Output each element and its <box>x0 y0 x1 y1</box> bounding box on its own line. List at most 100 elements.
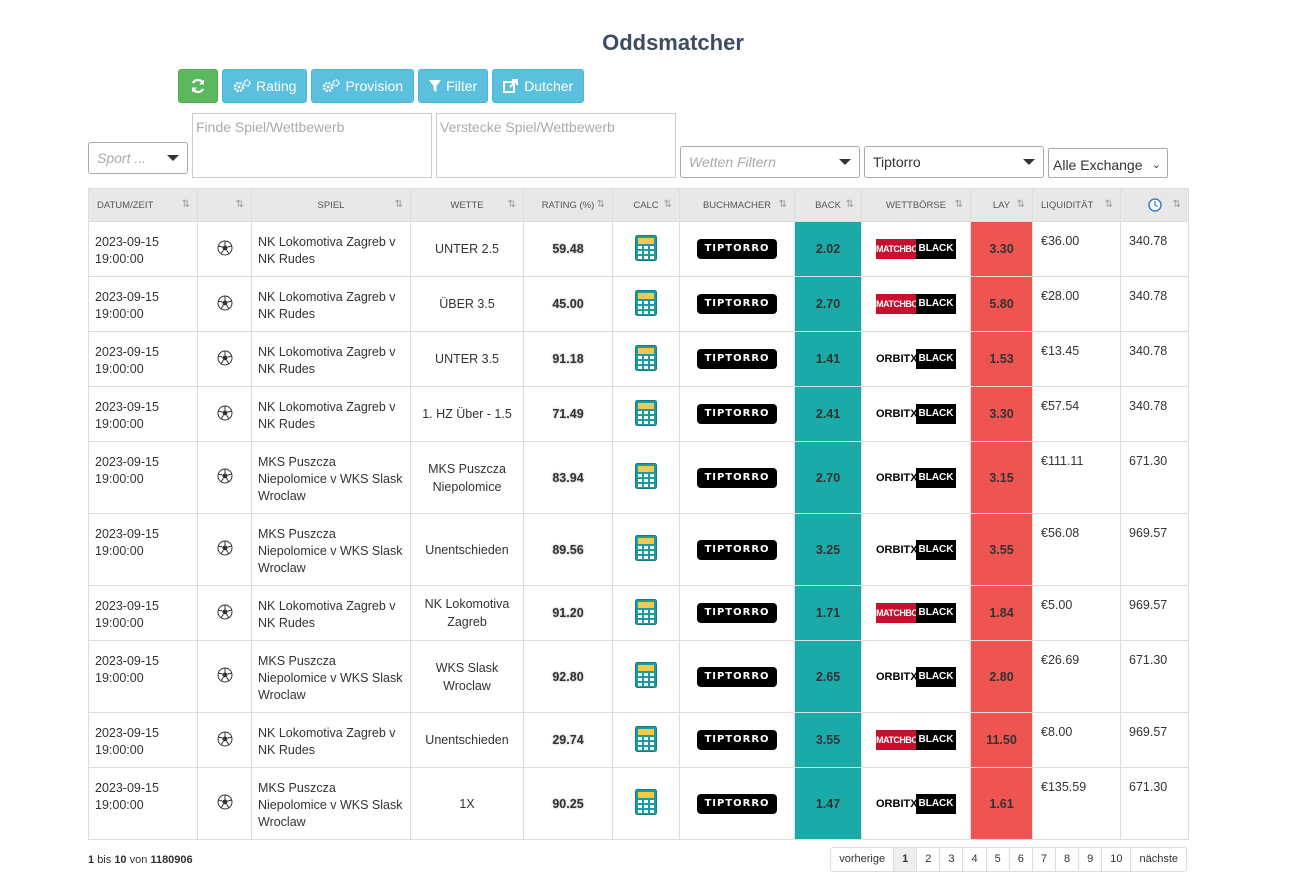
find-game-placeholder: Finde Spiel/Wettbewerb <box>196 119 345 135</box>
dutcher-button[interactable]: Dutcher <box>492 69 585 103</box>
header-game[interactable]: SPIEL ⇅ <box>251 188 411 222</box>
header-sport[interactable]: ⇅ <box>197 188 252 222</box>
header-exchange[interactable]: WETTBÖRSE ⇅ <box>861 188 971 222</box>
exchange-cell[interactable]: ORBITX BLACK <box>861 386 971 442</box>
game-cell[interactable]: NK Lokomotiva Zagreb v NK Rudes <box>251 712 411 768</box>
datetime-cell: 2023-09-15 19:00:00 <box>88 767 198 840</box>
tiptorro-logo: TIPTORRO <box>697 294 777 314</box>
page-button[interactable]: 8 <box>1054 847 1080 872</box>
page-button[interactable]: 3 <box>939 847 964 872</box>
sport-select[interactable]: Sport ... <box>88 142 188 174</box>
sport-cell <box>197 276 252 332</box>
bookmaker-cell[interactable]: TIPTORRO <box>679 331 795 387</box>
filter-button[interactable]: Filter <box>418 69 489 103</box>
calculator-icon[interactable] <box>635 463 657 489</box>
bets-filter-placeholder: Wetten Filtern <box>689 154 776 170</box>
calculator-icon[interactable] <box>635 344 657 371</box>
rating-cell: 92.80 <box>523 640 613 713</box>
bookmaker-cell[interactable]: TIPTORRO <box>679 276 795 332</box>
hide-game-input[interactable]: Verstecke Spiel/Wettbewerb <box>436 113 676 178</box>
exchange-cell[interactable]: ORBITX BLACK <box>861 513 971 586</box>
external-link-icon <box>503 79 519 93</box>
bookmaker-cell[interactable]: TIPTORRO <box>679 441 795 514</box>
sort-icon: ⇅ <box>954 199 963 210</box>
game-cell[interactable]: MKS Puszcza Niepolomice v WKS Slask Wroc… <box>251 767 411 840</box>
header-back[interactable]: BACK ⇅ <box>794 188 862 222</box>
exchange-cell[interactable]: MATCHBOOK BLACK <box>861 585 971 641</box>
find-game-input[interactable]: Finde Spiel/Wettbewerb <box>192 113 432 178</box>
liquidity-cell: €8.00 <box>1032 712 1121 768</box>
game-cell[interactable]: MKS Puszcza Niepolomice v WKS Slask Wroc… <box>251 513 411 586</box>
page-button[interactable]: 1 <box>893 847 918 872</box>
sport-cell <box>197 386 252 442</box>
bookmaker-cell[interactable]: TIPTORRO <box>679 712 795 768</box>
exchange-logo: ORBITX BLACK <box>876 666 956 687</box>
exchange-select[interactable]: Alle Exchange ⌄ <box>1048 148 1168 178</box>
bets-filter-select[interactable]: Wetten Filtern <box>680 146 860 178</box>
game-cell[interactable]: NK Lokomotiva Zagreb v NK Rudes <box>251 221 411 277</box>
refresh-button[interactable] <box>178 69 218 103</box>
page-button[interactable]: 9 <box>1078 847 1103 872</box>
time: 19:00:00 <box>95 671 144 685</box>
rating-button[interactable]: Rating <box>222 69 308 103</box>
page-button[interactable]: 7 <box>1031 847 1056 872</box>
bookmaker-cell[interactable]: TIPTORRO <box>679 585 795 641</box>
bookmaker-cell[interactable]: TIPTORRO <box>679 767 795 840</box>
header-datetime[interactable]: DATUM/ZEIT ⇅ <box>88 188 198 222</box>
page-button[interactable]: 10 <box>1101 847 1132 872</box>
calculator-icon[interactable] <box>635 598 657 625</box>
exchange-logo: MATCHBOOK BLACK <box>876 603 956 623</box>
exchange-cell[interactable]: ORBITX BLACK <box>861 331 971 387</box>
next-page-button[interactable]: nächste <box>1130 847 1187 872</box>
rating-cell: 59.48 <box>523 221 613 277</box>
date: 2023-09-15 <box>95 290 159 304</box>
bookmaker-cell[interactable]: TIPTORRO <box>679 513 795 586</box>
exchange-cell[interactable]: ORBITX BLACK <box>861 767 971 840</box>
header-liquidity[interactable]: LIQUIDITÄT ⇅ <box>1032 188 1121 222</box>
bet-cell: ÜBER 3.5 <box>410 276 524 332</box>
exchange-cell[interactable]: ORBITX BLACK <box>861 640 971 713</box>
page-button[interactable]: 2 <box>916 847 941 872</box>
header-lay[interactable]: LAY ⇅ <box>970 188 1033 222</box>
back-odds-cell: 2.70 <box>794 276 862 332</box>
exchange-cell[interactable]: MATCHBOOK BLACK <box>861 276 971 332</box>
rating-cell: 89.56 <box>523 513 613 586</box>
game-cell[interactable]: MKS Puszcza Niepolomice v WKS Slask Wroc… <box>251 640 411 713</box>
calculator-icon[interactable] <box>635 535 657 561</box>
calculator-icon[interactable] <box>635 399 657 426</box>
bookmaker-select[interactable]: Tiptorro <box>864 146 1044 178</box>
exchange-cell[interactable]: MATCHBOOK BLACK <box>861 712 971 768</box>
bookmaker-cell[interactable]: TIPTORRO <box>679 386 795 442</box>
bookmaker-cell[interactable]: TIPTORRO <box>679 640 795 713</box>
game-cell[interactable]: MKS Puszcza Niepolomice v WKS Slask Wroc… <box>251 441 411 514</box>
rating-cell: 45.00 <box>523 276 613 332</box>
page-button[interactable]: 5 <box>985 847 1010 872</box>
bookmaker-cell[interactable]: TIPTORRO <box>679 221 795 277</box>
game-cell[interactable]: NK Lokomotiva Zagreb v NK Rudes <box>251 585 411 641</box>
game-cell[interactable]: NK Lokomotiva Zagreb v NK Rudes <box>251 276 411 332</box>
game-cell[interactable]: NK Lokomotiva Zagreb v NK Rudes <box>251 386 411 442</box>
page-button[interactable]: 4 <box>962 847 987 872</box>
page-button[interactable]: 6 <box>1008 847 1033 872</box>
sport-cell <box>197 585 252 641</box>
calculator-icon[interactable] <box>635 289 657 316</box>
prev-page-button[interactable]: vorherige <box>830 847 895 872</box>
soccer-ball-icon <box>217 468 232 484</box>
game-cell[interactable]: NK Lokomotiva Zagreb v NK Rudes <box>251 331 411 387</box>
exchange-cell[interactable]: ORBITX BLACK <box>861 441 971 514</box>
back-odds-cell: 1.71 <box>794 585 862 641</box>
calculator-icon[interactable] <box>635 234 657 261</box>
header-bet[interactable]: WETTE ⇅ <box>410 188 524 222</box>
header-bookmaker[interactable]: BUCHMACHER ⇅ <box>679 188 795 222</box>
calc-cell <box>612 767 680 840</box>
header-time[interactable]: ⇅ <box>1120 188 1189 222</box>
odds-table: DATUM/ZEIT ⇅ ⇅ SPIEL ⇅ WETTE ⇅ RATING (%) ⇅ … <box>88 188 1189 840</box>
calculator-icon[interactable] <box>635 725 657 752</box>
exchange-cell[interactable]: MATCHBOOK BLACK <box>861 221 971 277</box>
calculator-icon[interactable] <box>635 789 657 815</box>
bet-cell: UNTER 2.5 <box>410 221 524 277</box>
calculator-icon[interactable] <box>635 662 657 688</box>
header-rating[interactable]: RATING (%) ⇅ <box>523 188 613 222</box>
provision-button[interactable]: Provision <box>311 69 415 103</box>
header-calc[interactable]: CALC ⇅ <box>612 188 680 222</box>
